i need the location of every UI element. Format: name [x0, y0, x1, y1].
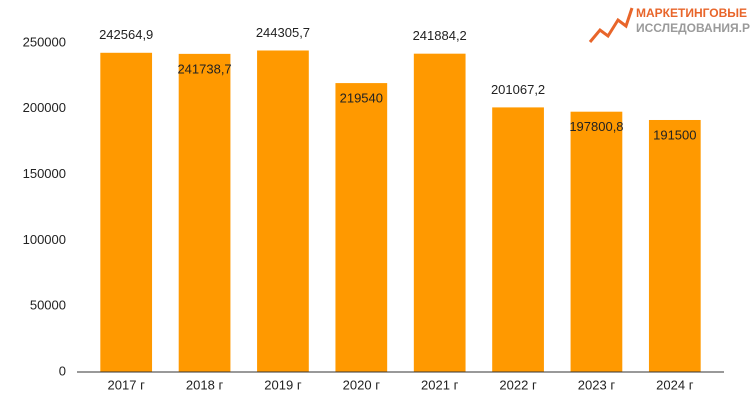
data-label: 191500: [653, 127, 696, 142]
bar: [570, 111, 623, 372]
bar: [492, 107, 544, 372]
data-label: 219540: [340, 91, 383, 106]
y-tick-label: 50000: [30, 298, 66, 313]
data-label: 241738,7: [177, 61, 231, 76]
y-tick-label: 100000: [23, 232, 66, 247]
bar: [178, 53, 231, 372]
x-tick-label: 2021 г: [421, 377, 459, 392]
x-tick-label: 2022 г: [499, 377, 537, 392]
bar: [648, 119, 701, 373]
x-tick-label: 2024 г: [656, 377, 694, 392]
y-tick-label: 200000: [23, 100, 66, 115]
y-tick-label: 150000: [23, 166, 66, 181]
bar: [413, 53, 466, 373]
data-label: 244305,7: [256, 25, 310, 40]
data-label: 201067,2: [491, 82, 545, 97]
x-tick-label: 2017 г: [108, 377, 146, 392]
bar: [257, 50, 309, 372]
x-tick-label: 2018 г: [186, 377, 224, 392]
data-label: 241884,2: [413, 28, 467, 43]
x-tick-label: 2023 г: [578, 377, 616, 392]
logo-text: ИССЛЕДОВАНИЯ.РФ: [636, 21, 750, 35]
y-tick-label: 0: [59, 363, 66, 378]
logo-text: МАРКЕТИНГОВЫЕ: [636, 6, 747, 20]
x-tick-label: 2020 г: [343, 377, 381, 392]
data-label: 197800,8: [569, 119, 623, 134]
bar: [335, 83, 388, 372]
data-label: 242564,9: [99, 27, 153, 42]
logo: МАРКЕТИНГОВЫЕ ИССЛЕДОВАНИЯ.РФ: [588, 6, 750, 43]
bar: [100, 52, 153, 372]
y-tick-label: 250000: [23, 34, 66, 49]
x-tick-label: 2019 г: [264, 377, 302, 392]
logo-icon: [588, 7, 634, 43]
